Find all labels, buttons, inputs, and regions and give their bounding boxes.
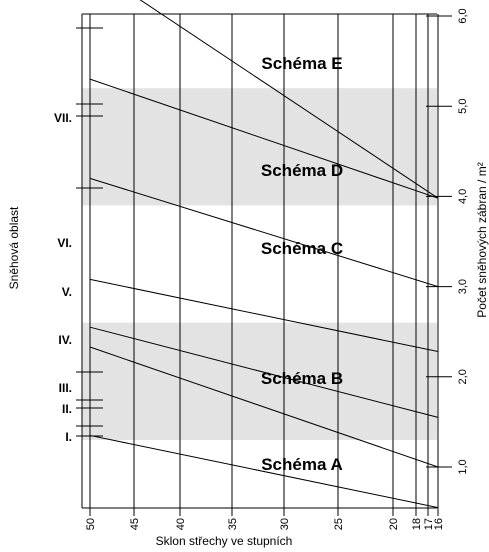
shaded-band-2 [82,88,437,206]
snow-zone-label: IV. [58,333,72,347]
series-line-7 [139,0,439,199]
snow-zone-label: III. [59,381,72,395]
series-line-2 [89,346,439,468]
scheme-label: Schéma A [261,455,343,474]
scheme-label: Schéma D [261,161,343,180]
scheme-label: Schéma E [261,54,342,73]
x-tick-label: 45 [129,518,141,530]
y-right-tick-label: 5,0 [457,99,469,114]
x-tick-label: 30 [279,518,291,530]
x-axis-title: Sklon střechy ve stupních [156,534,293,548]
series-line-1 [89,434,439,509]
snow-zone-label: VI. [57,236,72,250]
x-tick-label: 40 [175,518,187,530]
scheme-label: Schéma C [261,239,343,258]
series-line-3 [89,326,439,418]
x-tick-label: 35 [227,518,239,530]
series-line-6 [89,78,439,199]
scheme-label: Schéma B [261,369,343,388]
snow-zone-label: V. [62,285,72,299]
x-tick-label: 50 [85,518,97,530]
snow-zone-label: II. [62,402,72,416]
x-tick-label: 25 [333,518,345,530]
x-tick-label: 20 [388,518,400,530]
series-line-5 [89,177,439,288]
x-tick-label: 18 [411,518,423,530]
shaded-band-1 [82,322,437,440]
y-right-tick-label: 3,0 [457,279,469,294]
y-right-tick-label: 6,0 [457,8,469,23]
y-right-axis-title: Počet sněhových zábran / m² [475,162,489,317]
x-tick-label: 17 [423,518,435,530]
y-left-axis-title: Sněhová oblast [7,206,21,289]
series-line-4 [89,278,439,353]
snow-zone-label: I. [65,430,72,444]
y-right-tick-label: 2,0 [457,369,469,384]
y-right-tick-label: 4,0 [457,189,469,204]
x-tick-label: 16 [433,518,445,530]
snow-zone-label: VII. [54,111,72,125]
y-right-tick-label: 1,0 [457,459,469,474]
